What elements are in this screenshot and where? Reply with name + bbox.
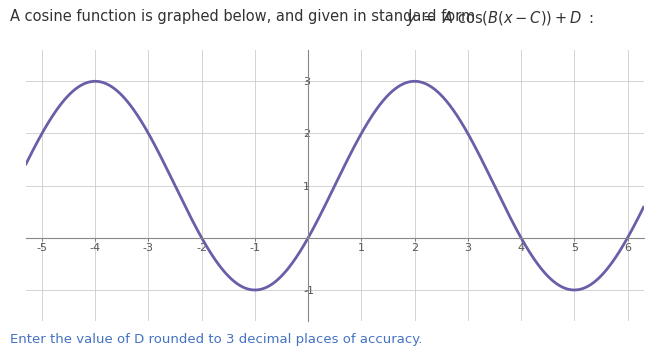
Text: $y\ =\ \mathit{A}\ \cos(\mathit{B}(\mathit{x}-\mathit{C}))+\mathit{D}\ :$: $y\ =\ \mathit{A}\ \cos(\mathit{B}(\math… <box>406 9 594 28</box>
Text: Enter the value of D rounded to 3 decimal places of accuracy.: Enter the value of D rounded to 3 decima… <box>10 333 422 346</box>
Text: A cosine function is graphed below, and given in standard form: A cosine function is graphed below, and … <box>10 9 480 24</box>
